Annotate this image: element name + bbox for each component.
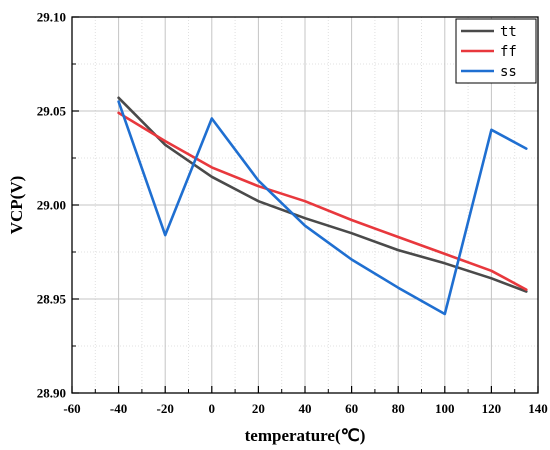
plot-series [117, 96, 528, 316]
x-tick-label: 20 [252, 401, 265, 416]
legend-label-tt: tt [500, 24, 517, 40]
legend-label-ss: ss [500, 64, 517, 80]
x-tick-label: 60 [345, 401, 358, 416]
y-tick-label: 28.90 [37, 386, 66, 401]
legend-label-ff: ff [500, 44, 517, 60]
series-line-ff [117, 111, 528, 291]
x-tick-label: 0 [209, 401, 216, 416]
x-tick-label: 120 [482, 401, 502, 416]
axis-ticks: -60 -40 -20 0 20 40 60 80 100 120 140 28.90 28.95 29.… [37, 10, 548, 417]
y-tick-label: 29.05 [37, 104, 67, 119]
y-axis-title: VCP(V) [7, 176, 26, 235]
series-line-tt [117, 96, 528, 293]
x-tick-label: -40 [110, 401, 127, 416]
series-line-ss [117, 100, 528, 316]
y-tick-label: 29.00 [37, 198, 66, 213]
x-tick-label: 100 [435, 401, 455, 416]
x-tick-label: 80 [392, 401, 405, 416]
x-axis-title: temperature(℃) [245, 426, 366, 445]
y-tick-label: 29.10 [37, 10, 66, 25]
legend: tt ff ss [455, 18, 537, 84]
x-tick-label: -20 [157, 401, 174, 416]
x-tick-label: -60 [63, 401, 80, 416]
x-tick-label: 140 [528, 401, 548, 416]
x-tick-label: 40 [299, 401, 312, 416]
y-tick-label: 28.95 [37, 292, 67, 307]
